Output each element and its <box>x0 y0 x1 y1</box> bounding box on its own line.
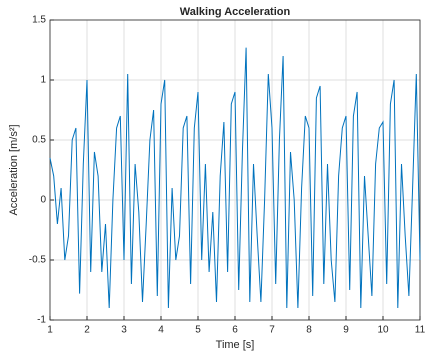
plot-frame <box>49 19 421 321</box>
x-tick-label: 6 <box>232 325 238 336</box>
chart-title: Walking Acceleration <box>180 6 291 18</box>
y-tick-label: 0 <box>40 195 46 206</box>
x-tick-label: 8 <box>306 325 312 336</box>
x-tick-label: 3 <box>121 325 127 336</box>
data-line <box>49 47 421 309</box>
x-tick-label: 5 <box>195 325 201 336</box>
x-tick-label: 4 <box>158 325 164 336</box>
x-tick-label: 11 <box>415 325 425 336</box>
y-tick-label: 0.5 <box>32 135 46 146</box>
y-tick-label: 1 <box>40 75 46 86</box>
x-tick-label: 7 <box>269 325 275 336</box>
x-tick-label: 9 <box>343 325 349 336</box>
y-axis-label: Acceleration [m/s²] <box>8 124 20 215</box>
x-tick-label: 1 <box>47 325 53 336</box>
x-tick-label: 10 <box>377 325 389 336</box>
y-tick-label: -0.5 <box>29 255 47 266</box>
y-tick-label: 1.5 <box>32 15 46 26</box>
x-axis-label: Time [s] <box>216 339 255 351</box>
x-tick-label: 2 <box>84 325 90 336</box>
y-tick-label: -1 <box>37 315 46 326</box>
